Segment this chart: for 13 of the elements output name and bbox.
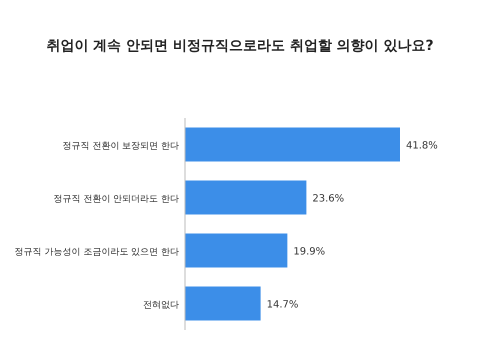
- data-label: 14.7%: [266, 300, 298, 310]
- y-tick-label: 전혀없다: [143, 300, 179, 310]
- bar: [185, 234, 288, 268]
- bar: [185, 128, 400, 162]
- chart-title: 취업이 계속 안되면 비정규직으로라도 취업할 의향이 있나요?: [46, 38, 434, 54]
- bar: [185, 286, 261, 320]
- y-tick-label: 정규직 전환이 보장되면 한다: [62, 142, 179, 152]
- data-label: 19.9%: [293, 246, 326, 258]
- y-tick-label: 정규직 전환이 안되더라도 한다: [53, 194, 179, 204]
- y-tick-label: 정규직 가능성이 조금이라도 있으면 한다: [14, 248, 179, 258]
- bar: [185, 180, 306, 214]
- data-label: 41.8%: [406, 140, 438, 152]
- data-label: 23.6%: [312, 194, 344, 204]
